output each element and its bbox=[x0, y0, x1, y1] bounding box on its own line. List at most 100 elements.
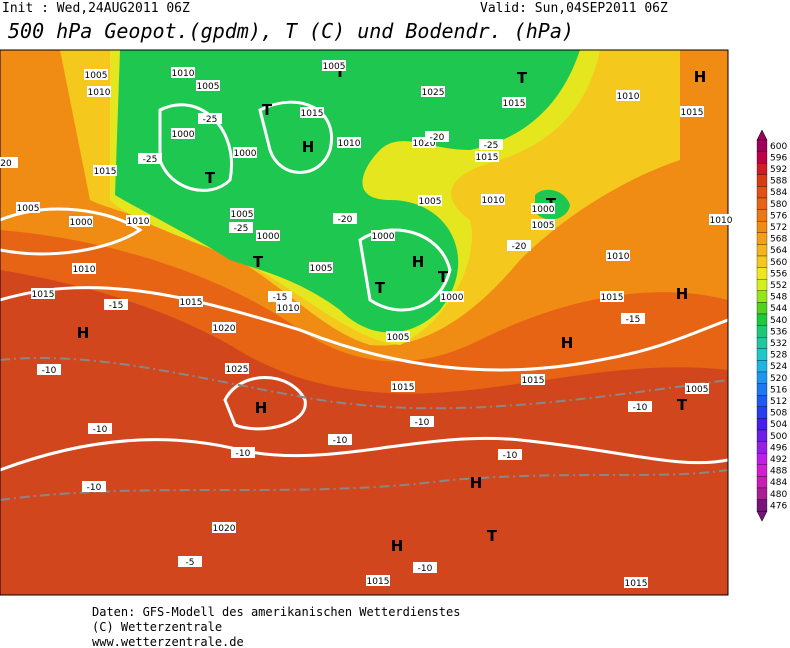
colorbar-swatch bbox=[756, 209, 768, 222]
colorbar-label: 480 bbox=[770, 490, 787, 500]
colorbar-label: 476 bbox=[770, 501, 787, 511]
footer-line: (C) Wetterzentrale bbox=[92, 620, 222, 634]
isobar-label-box bbox=[440, 291, 464, 302]
isobar-label-box bbox=[600, 291, 624, 302]
colorbar-label: 568 bbox=[770, 235, 787, 245]
map bbox=[0, 49, 729, 596]
isobar-label-box bbox=[196, 80, 220, 91]
colorbar-swatch bbox=[756, 337, 768, 349]
colorbar-label: 488 bbox=[770, 467, 787, 477]
isobar-label: 1010 bbox=[607, 252, 630, 262]
temperature-label: -25 bbox=[203, 115, 218, 125]
colorbar-swatch bbox=[756, 453, 768, 465]
init-time: Init : Wed,24AUG2011 06Z bbox=[2, 1, 190, 16]
isobar-label: 1010 bbox=[73, 265, 96, 275]
pressure-center: H bbox=[470, 474, 483, 492]
isobar-label-box bbox=[481, 194, 505, 205]
temperature-label-box bbox=[621, 313, 645, 324]
isobar-label-box bbox=[126, 215, 150, 226]
colorbar-swatch bbox=[756, 279, 768, 291]
colorbar-label: 536 bbox=[770, 327, 787, 337]
temperature-label: -10 bbox=[333, 436, 348, 446]
colorbar-swatch bbox=[756, 325, 768, 338]
isobar-label-box bbox=[616, 90, 640, 101]
colorbar-label: 580 bbox=[770, 200, 787, 210]
isobar-label: 1015 bbox=[94, 167, 117, 177]
colorbar-label: 524 bbox=[770, 362, 787, 372]
pressure-center: T bbox=[335, 63, 346, 81]
isobar-label: 1000 bbox=[532, 205, 555, 215]
temperature-label-box bbox=[82, 481, 106, 492]
temperature-label-box bbox=[104, 299, 128, 310]
isobar-label-box bbox=[685, 383, 709, 394]
isobar-label-box bbox=[624, 577, 648, 588]
isobar-label: 1015 bbox=[522, 376, 545, 386]
colorbar-swatch bbox=[756, 244, 768, 257]
colorbar-swatch bbox=[756, 464, 768, 477]
colorbar-swatch bbox=[756, 221, 768, 233]
temperature-label: -20 bbox=[338, 215, 353, 225]
temperature-label-box bbox=[138, 153, 162, 164]
colorbar-swatch bbox=[756, 499, 768, 512]
colorbar-label: 556 bbox=[770, 269, 787, 279]
pressure-center: H bbox=[391, 537, 404, 555]
isobar-label: 1010 bbox=[617, 92, 640, 102]
isobar-label: 1015 bbox=[392, 383, 415, 393]
temperature-label: -20 bbox=[430, 133, 445, 143]
colorbar-arrow bbox=[756, 510, 768, 522]
colorbar-swatch bbox=[756, 348, 768, 361]
footer-line: www.wetterzentrale.de bbox=[92, 635, 244, 648]
title: 500 hPa Geopot.(gpdm), T (C) und Bodendr… bbox=[8, 19, 574, 43]
isobar-label-box bbox=[337, 137, 361, 148]
isobar-label: 1000 bbox=[234, 149, 257, 159]
temperature-label: -10 bbox=[415, 418, 430, 428]
colorbar-label: 576 bbox=[770, 211, 787, 221]
isobar-label-box bbox=[521, 374, 545, 385]
temperature-label-box bbox=[268, 291, 292, 302]
temperature-label-box bbox=[229, 222, 253, 233]
temperature-label: -10 bbox=[236, 449, 251, 459]
colorbar-label: 484 bbox=[770, 478, 787, 488]
temperature-label: -25 bbox=[234, 224, 249, 234]
colorbar-swatch bbox=[756, 151, 768, 164]
isobar-label: 1015 bbox=[476, 153, 499, 163]
pressure-center: H bbox=[694, 68, 707, 86]
isobar-label-box bbox=[16, 202, 40, 213]
colorbar-label: 560 bbox=[770, 258, 787, 268]
isobar-label-box bbox=[212, 522, 236, 533]
isobar-label: 1020 bbox=[213, 524, 236, 534]
isobar-label-box bbox=[212, 322, 236, 333]
colorbar-label: 504 bbox=[770, 420, 787, 430]
colorbar-label: 520 bbox=[770, 374, 787, 384]
temperature-label: -10 bbox=[42, 366, 57, 376]
pressure-center: H bbox=[561, 334, 574, 352]
isobar-lines bbox=[0, 100, 728, 472]
temperature-label: -5 bbox=[186, 558, 195, 568]
footer-line: Daten: GFS-Modell des amerikanischen Wet… bbox=[92, 605, 460, 619]
isobar-label: 1005 bbox=[310, 264, 333, 274]
colorbar-label: 584 bbox=[770, 188, 787, 198]
isobar-label-box bbox=[366, 575, 390, 586]
pressure-center: H bbox=[412, 253, 425, 271]
colorbar-label: 500 bbox=[770, 432, 787, 442]
colorbar-swatch bbox=[756, 267, 768, 280]
pressure-center: H bbox=[77, 324, 90, 342]
isobar-label: 1025 bbox=[422, 88, 445, 98]
isobar-label-box bbox=[72, 263, 96, 274]
temperature-label: -10 bbox=[503, 451, 518, 461]
isobar-label-box bbox=[171, 128, 195, 139]
isobar-label: 1020 bbox=[213, 324, 236, 334]
isobar-label: 1000 bbox=[257, 232, 280, 242]
colorbar-swatch bbox=[756, 313, 768, 326]
temperature-label: -25 bbox=[143, 155, 158, 165]
colorbar-swatch bbox=[756, 232, 768, 245]
colorbar-swatch bbox=[756, 163, 768, 175]
temperature-label-box bbox=[37, 364, 61, 375]
pressure-center: H bbox=[255, 399, 268, 417]
isobar-label-box bbox=[69, 216, 93, 227]
pressure-center: T bbox=[677, 396, 688, 414]
isobar-label: 1005 bbox=[323, 62, 346, 72]
colorbar-arrow bbox=[756, 129, 768, 141]
isobar-label: 1015 bbox=[601, 293, 624, 303]
isobar-label: 1000 bbox=[70, 218, 93, 228]
